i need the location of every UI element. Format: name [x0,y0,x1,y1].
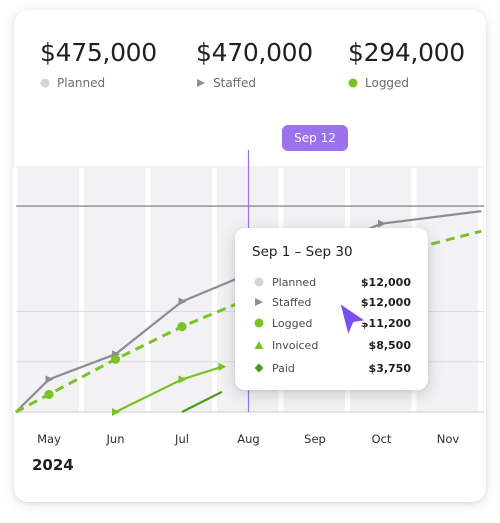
tooltip-marker [252,297,266,307]
legend-marker [196,78,206,88]
data-point [110,354,121,364]
tooltip-marker [252,363,266,373]
tooltip-row-logged: Logged $11,200 [252,314,411,332]
planned-dot-icon [40,78,50,88]
data-point [378,219,386,228]
tooltip-row-staffed: Staffed $12,000 [252,293,411,311]
data-point [45,375,54,384]
x-tick-label: Jul [175,432,189,446]
tooltip-marker [252,340,266,350]
planned-dot-icon [254,277,264,287]
x-tick-label: May [37,432,61,446]
series-line-paid [181,390,223,413]
stat-logged: $294,000 Logged [348,38,465,90]
data-point [112,408,120,416]
tooltip-row-invoiced: Invoiced $8,500 [252,336,411,354]
staffed-triangle-icon [197,79,205,87]
stat-label-row: Staffed [196,76,313,90]
x-tick-label: Nov [436,432,460,446]
logged-dot-icon [348,78,358,88]
stat-planned: $475,000 Planned [40,38,157,90]
stat-value: $294,000 [348,38,465,67]
stat-label: Logged [365,76,410,90]
data-point [218,362,227,371]
tooltip-marker [252,277,266,287]
tooltip-row-label: Paid [272,361,295,375]
tooltip-row-label: Staffed [272,295,312,309]
x-tick-label: Sep [304,432,326,446]
legend-marker [40,78,50,88]
tooltip-row-label: Invoiced [272,338,319,352]
x-tick-label: Aug [237,432,260,446]
x-tick-label: Oct [371,432,392,446]
cursor-arrow-icon [337,300,369,339]
stat-label: Planned [57,76,106,90]
data-point [178,375,187,384]
column-separator [12,168,18,412]
data-point [178,297,187,306]
tooltip-row-planned: Planned $12,000 [252,273,411,291]
stat-staffed: $470,000 Staffed [196,38,313,90]
year-label: 2024 [32,456,74,474]
stat-label-row: Logged [348,76,465,90]
data-point [177,322,187,332]
stat-label: Staffed [213,76,256,90]
column-separator [145,168,151,412]
paid-diamond-icon [254,363,264,373]
selected-day-tag[interactable]: Sep 12 [282,125,348,151]
tooltip: Sep 1 – Sep 30 Planned $12,000 Staffed $12,… [235,228,428,390]
tooltip-row-value: $8,500 [368,338,411,352]
stat-label-row: Planned [40,76,157,90]
tooltip-title: Sep 1 – Sep 30 [252,244,353,260]
x-tick-label: Jun [106,432,125,446]
tooltip-row-value: $12,000 [360,275,411,289]
legend-marker [348,78,358,88]
tooltip-row-value: $12,000 [360,295,411,309]
tooltip-marker [252,318,266,328]
plot-top-gap [16,162,484,166]
stat-value: $470,000 [196,38,313,67]
staffed-triangle-icon [255,298,263,306]
column-separator [478,168,483,412]
tooltip-row-value: $3,750 [368,361,411,375]
invoiced-triangle-icon [254,341,264,349]
tooltip-row-label: Planned [272,275,317,289]
tooltip-row-label: Logged [272,316,313,330]
column-separator [79,168,84,412]
stat-value: $475,000 [40,38,157,67]
tooltip-row-value: $11,200 [360,316,411,330]
tooltip-row-paid: Paid $3,750 [252,359,411,377]
logged-dot-icon [254,318,264,328]
column-separator [212,168,217,412]
data-point [44,389,54,400]
